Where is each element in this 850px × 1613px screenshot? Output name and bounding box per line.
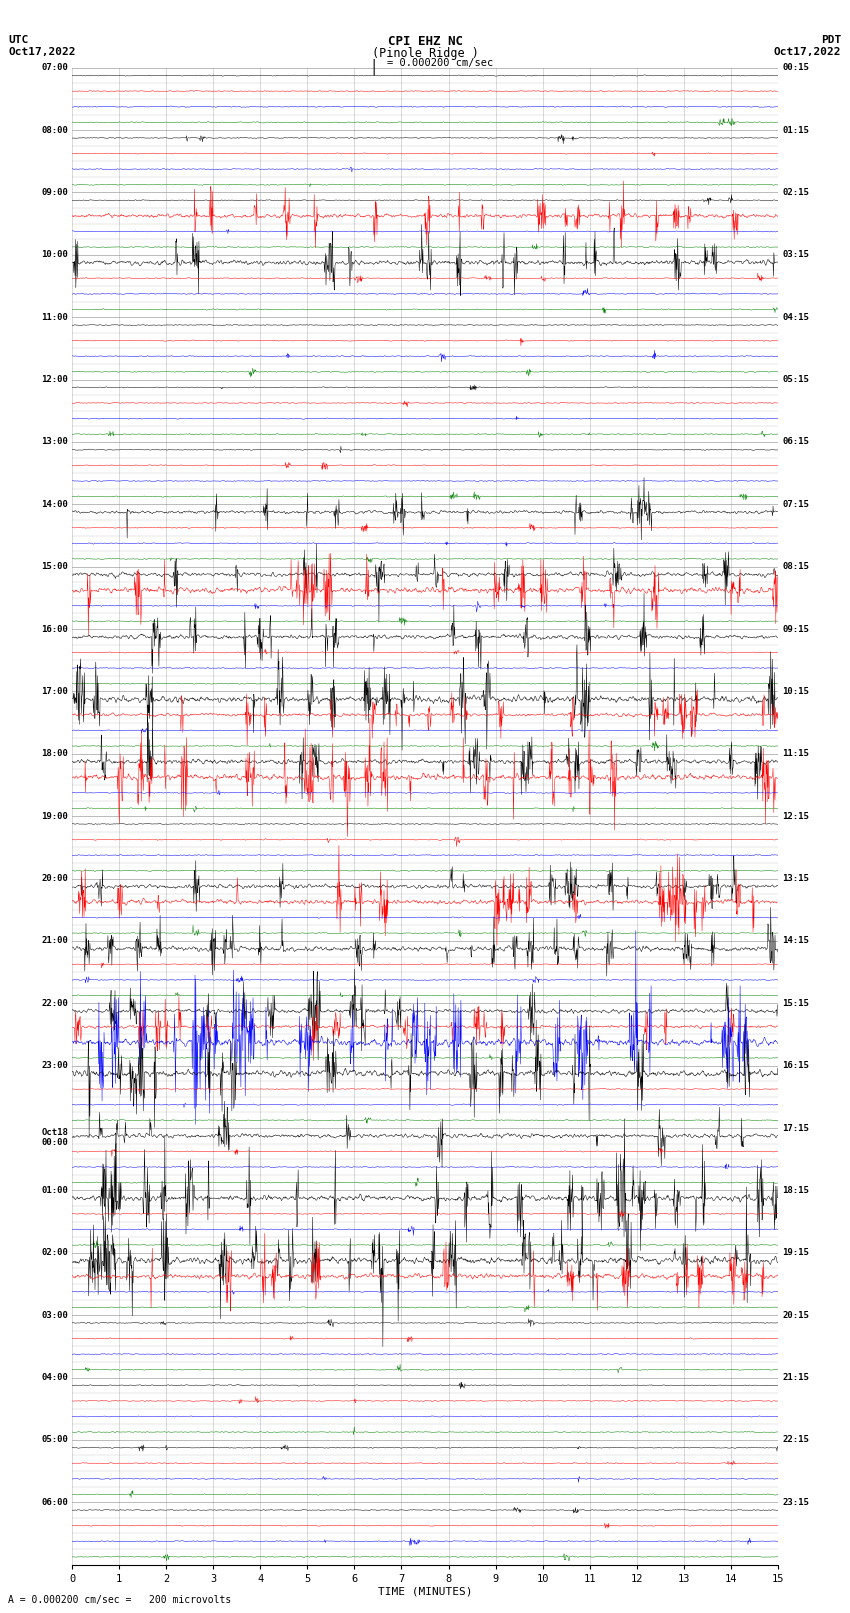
- Text: 03:00: 03:00: [42, 1311, 69, 1319]
- Text: 14:00: 14:00: [42, 500, 69, 508]
- Text: 05:00: 05:00: [42, 1436, 69, 1444]
- Text: 06:00: 06:00: [42, 1498, 69, 1507]
- Text: 14:15: 14:15: [783, 937, 809, 945]
- Text: 05:15: 05:15: [783, 376, 809, 384]
- Text: │: │: [370, 58, 378, 74]
- X-axis label: TIME (MINUTES): TIME (MINUTES): [377, 1587, 473, 1597]
- Text: 12:15: 12:15: [783, 811, 809, 821]
- Text: 23:15: 23:15: [783, 1498, 809, 1507]
- Text: 01:15: 01:15: [783, 126, 809, 134]
- Text: 11:15: 11:15: [783, 750, 809, 758]
- Text: 16:15: 16:15: [783, 1061, 809, 1069]
- Text: 20:00: 20:00: [42, 874, 69, 882]
- Text: 03:15: 03:15: [783, 250, 809, 260]
- Text: 12:00: 12:00: [42, 376, 69, 384]
- Text: Oct18
00:00: Oct18 00:00: [42, 1127, 69, 1147]
- Text: 04:15: 04:15: [783, 313, 809, 321]
- Text: 13:00: 13:00: [42, 437, 69, 447]
- Text: 07:00: 07:00: [42, 63, 69, 73]
- Text: 10:15: 10:15: [783, 687, 809, 695]
- Text: A = 0.000200 cm/sec =   200 microvolts: A = 0.000200 cm/sec = 200 microvolts: [8, 1595, 232, 1605]
- Text: 15:00: 15:00: [42, 563, 69, 571]
- Text: 21:00: 21:00: [42, 937, 69, 945]
- Text: = 0.000200 cm/sec: = 0.000200 cm/sec: [387, 58, 493, 68]
- Text: 07:15: 07:15: [783, 500, 809, 508]
- Text: 22:00: 22:00: [42, 998, 69, 1008]
- Text: 18:00: 18:00: [42, 750, 69, 758]
- Text: 09:00: 09:00: [42, 189, 69, 197]
- Text: PDT: PDT: [821, 35, 842, 45]
- Text: 08:00: 08:00: [42, 126, 69, 134]
- Text: 11:00: 11:00: [42, 313, 69, 321]
- Text: 22:15: 22:15: [783, 1436, 809, 1444]
- Text: 10:00: 10:00: [42, 250, 69, 260]
- Text: Oct17,2022: Oct17,2022: [8, 47, 76, 56]
- Text: Oct17,2022: Oct17,2022: [774, 47, 842, 56]
- Text: 02:15: 02:15: [783, 189, 809, 197]
- Text: 19:15: 19:15: [783, 1248, 809, 1257]
- Text: 09:15: 09:15: [783, 624, 809, 634]
- Text: 19:00: 19:00: [42, 811, 69, 821]
- Text: 08:15: 08:15: [783, 563, 809, 571]
- Text: 23:00: 23:00: [42, 1061, 69, 1069]
- Text: (Pinole Ridge ): (Pinole Ridge ): [371, 47, 479, 60]
- Text: 18:15: 18:15: [783, 1186, 809, 1195]
- Text: 17:15: 17:15: [783, 1124, 809, 1132]
- Text: 17:00: 17:00: [42, 687, 69, 695]
- Text: 02:00: 02:00: [42, 1248, 69, 1257]
- Text: 06:15: 06:15: [783, 437, 809, 447]
- Text: 01:00: 01:00: [42, 1186, 69, 1195]
- Text: 15:15: 15:15: [783, 998, 809, 1008]
- Text: 21:15: 21:15: [783, 1373, 809, 1382]
- Text: 16:00: 16:00: [42, 624, 69, 634]
- Text: 13:15: 13:15: [783, 874, 809, 882]
- Text: 20:15: 20:15: [783, 1311, 809, 1319]
- Text: 00:15: 00:15: [783, 63, 809, 73]
- Text: UTC: UTC: [8, 35, 29, 45]
- Text: 04:00: 04:00: [42, 1373, 69, 1382]
- Text: CPI EHZ NC: CPI EHZ NC: [388, 35, 462, 48]
